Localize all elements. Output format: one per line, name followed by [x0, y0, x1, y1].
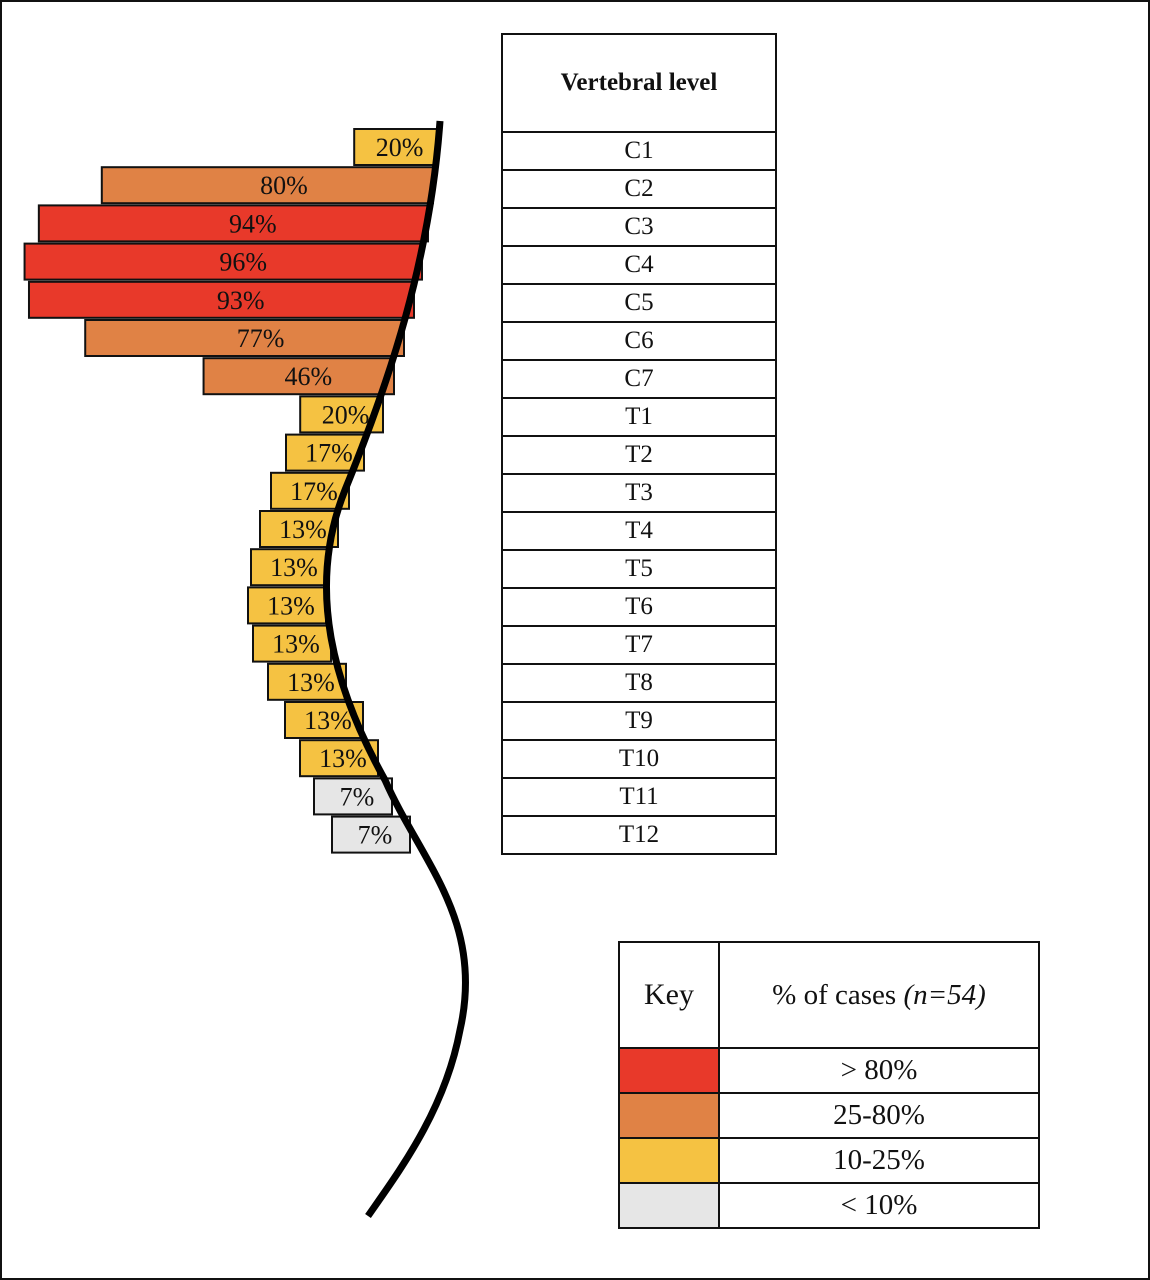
key-swatch — [620, 1184, 720, 1227]
spine-curve — [322, 120, 469, 1218]
level-row-t2: T2 — [503, 437, 775, 475]
key-label: 10-25% — [833, 1144, 925, 1176]
bar-label-t2: 17% — [305, 439, 353, 468]
bar-series: 20% 80% 94% 96% 93% 77% 46% 20% 17% 17% 13% 13% 13% 1… — [23, 128, 439, 854]
level-row-c5: C5 — [503, 285, 775, 323]
bar-label-t12: 7% — [358, 821, 393, 850]
key-rows: > 80% 25-80% 10-25% < 10% — [620, 1049, 1038, 1227]
level-row-c3: C3 — [503, 209, 775, 247]
bar-label-c7: 46% — [284, 362, 332, 391]
level-row-c1: C1 — [503, 133, 775, 171]
bar-label-t8: 13% — [287, 668, 335, 697]
level-row-t8: T8 — [503, 665, 775, 703]
bar-label-t11: 7% — [340, 782, 375, 811]
key-header-label: Key — [620, 943, 720, 1047]
bar-t8 — [267, 662, 347, 701]
bar-label-c5: 93% — [217, 286, 265, 315]
bar-t2 — [285, 433, 365, 472]
bar-t5 — [250, 548, 330, 587]
bar-t3 — [270, 471, 350, 510]
level-row-t10: T10 — [503, 741, 775, 779]
key-row: > 80% — [620, 1049, 1038, 1094]
level-row-c4: C4 — [503, 247, 775, 285]
bar-label-c6: 77% — [237, 324, 285, 353]
bar-label-c3: 94% — [229, 209, 277, 238]
level-row-c6: C6 — [503, 323, 775, 361]
key-header-row: Key % of cases (n=54) — [620, 943, 1038, 1049]
bar-c4 — [23, 242, 424, 281]
bar-c5 — [27, 280, 415, 319]
bar-c3 — [37, 204, 430, 243]
key-header-cases: % of cases (n=54) — [720, 943, 1038, 1047]
key-header-cases-n: (n=54) — [903, 978, 986, 1011]
bar-label-t1: 20% — [322, 400, 370, 429]
bar-label-c2: 80% — [260, 171, 308, 200]
key-swatch — [620, 1094, 720, 1137]
key-label: < 10% — [840, 1189, 918, 1221]
level-row-t5: T5 — [503, 551, 775, 589]
level-row-t6: T6 — [503, 589, 775, 627]
vertebral-level-rows: C1 C2 C3 C4 C5 C6 C7 T1 T2 T3 T4 T5 T6 T7 T8 T9 T10 T11 T1… — [503, 133, 775, 853]
bar-t6 — [247, 586, 327, 625]
key-row: < 10% — [620, 1184, 1038, 1227]
level-row-t12: T12 — [618, 821, 660, 848]
vertebral-level-table: Vertebral level C1 C2 C3 C4 C5 C6 C7 T1 T2 T3 T4 T5… — [501, 33, 777, 855]
vertebral-level-header: Vertebral level — [503, 35, 775, 133]
level-row-t7: T7 — [503, 627, 775, 665]
bar-label-c4: 96% — [219, 248, 267, 277]
bar-t10 — [299, 739, 379, 778]
bar-t12 — [331, 815, 411, 854]
key-row: 10-25% — [620, 1139, 1038, 1184]
bar-label-c1: 20% — [376, 133, 424, 162]
key-label: > 80% — [840, 1054, 918, 1086]
level-row-t4: T4 — [503, 513, 775, 551]
key-row: 25-80% — [620, 1094, 1038, 1139]
bar-label-t3: 17% — [290, 477, 338, 506]
key-table: Key % of cases (n=54) > 80% 25-80% 10-25% <… — [618, 941, 1040, 1229]
key-label: 25-80% — [833, 1099, 925, 1131]
bar-t4 — [259, 510, 339, 548]
key-swatch — [620, 1139, 720, 1182]
bar-label-t10: 13% — [319, 744, 367, 773]
bar-c1 — [353, 128, 439, 166]
bar-label-t7: 13% — [272, 630, 320, 659]
bar-c7 — [202, 357, 395, 396]
level-row-c2: C2 — [503, 171, 775, 209]
level-row-t1: T1 — [503, 399, 775, 437]
level-row-c7: C7 — [503, 361, 775, 399]
key-swatch — [620, 1049, 720, 1092]
bar-label-t4: 13% — [279, 515, 327, 544]
bar-label-t6: 13% — [267, 591, 315, 620]
level-row-t9: T9 — [503, 703, 775, 741]
level-row-t11: T11 — [503, 779, 775, 817]
bar-c2 — [100, 166, 435, 205]
bar-label-t5: 13% — [270, 553, 318, 582]
bar-label-t9: 13% — [304, 706, 352, 735]
level-row-t3: T3 — [503, 475, 775, 513]
key-header-cases-prefix: % of cases — [772, 978, 904, 1011]
bar-c6 — [84, 319, 405, 357]
